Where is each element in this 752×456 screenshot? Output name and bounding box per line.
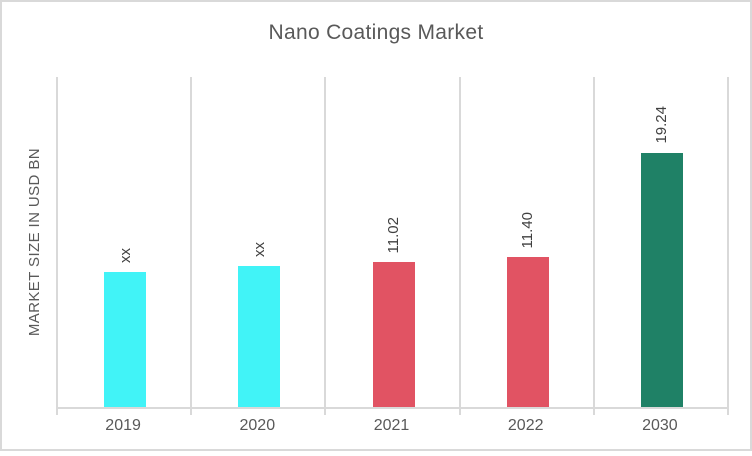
x-axis-tick — [324, 407, 327, 415]
bar-label-wrap: 11.02 — [326, 217, 460, 253]
x-axis-label-2021: 2021 — [373, 417, 410, 434]
bar-2019 — [104, 272, 147, 407]
chart-title: Nano Coatings Market — [268, 21, 484, 44]
bar-label-wrap: xx — [192, 242, 326, 257]
category-gridline — [727, 77, 729, 407]
category-gridline — [324, 77, 327, 407]
x-axis-tick — [190, 407, 193, 415]
bar-label-wrap: 19.24 — [595, 106, 729, 144]
y-axis-title: MARKET SIZE IN USD BN — [26, 147, 43, 337]
bar-data-label: xx — [116, 248, 134, 263]
bar-2022 — [506, 257, 549, 407]
category-gridline — [458, 77, 461, 407]
bar-data-label: 11.02 — [384, 216, 402, 253]
x-axis-tick — [458, 407, 461, 415]
bar-2030 — [640, 153, 683, 407]
bar-2021 — [372, 262, 415, 407]
bar-label-wrap: 11.40 — [461, 212, 595, 248]
bar-2020 — [238, 266, 281, 407]
bar-label-wrap: xx — [58, 248, 192, 263]
x-axis-tick — [56, 407, 58, 415]
x-axis-label-2019: 2019 — [105, 417, 141, 434]
bar-data-label: 11.40 — [519, 211, 537, 248]
x-axis-label-2020: 2020 — [239, 417, 276, 434]
bar-data-label: 19.24 — [653, 106, 671, 144]
x-axis-label-2030: 2030 — [642, 417, 678, 434]
plot-area: xx xx 11.02 11.40 19.24 — [56, 77, 729, 415]
x-axis-tick — [727, 407, 729, 415]
bar-data-label: xx — [250, 242, 268, 257]
x-axis-label-2022: 2022 — [507, 417, 544, 434]
x-axis-tick — [592, 407, 595, 415]
category-gridline — [592, 77, 595, 407]
x-axis-labels: 2019 2020 2021 2022 2030 — [56, 417, 727, 435]
category-gridline — [190, 77, 193, 407]
y-axis-title-wrap: MARKET SIZE IN USD BN — [26, 77, 43, 407]
